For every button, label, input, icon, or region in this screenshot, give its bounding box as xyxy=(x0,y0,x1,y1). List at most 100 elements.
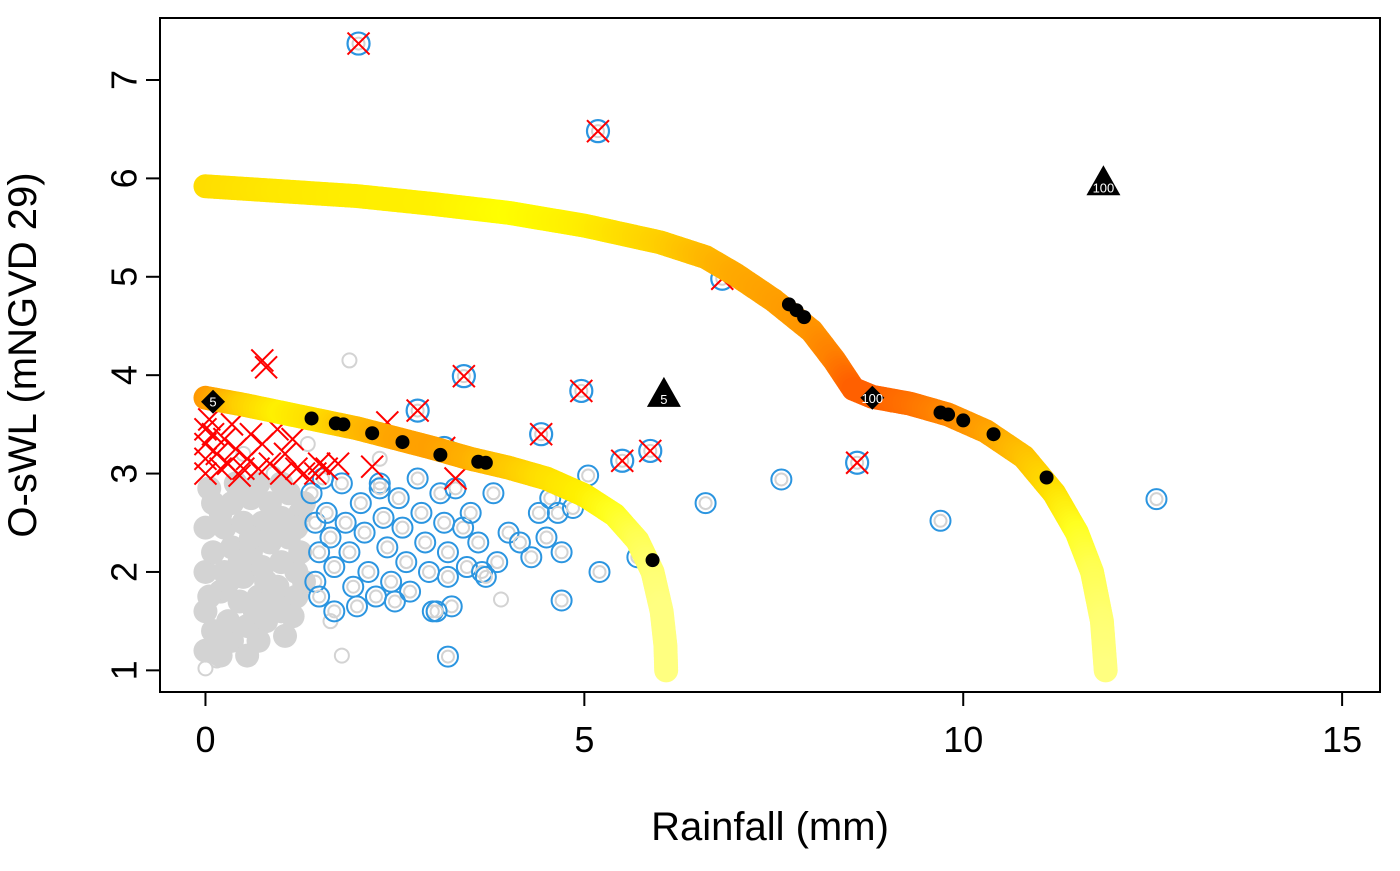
red-x-point xyxy=(212,427,237,451)
triangle-marker xyxy=(646,376,681,407)
blue-x-point-cross xyxy=(845,451,869,475)
blue-point xyxy=(436,565,459,588)
blue-x-point-cross xyxy=(529,422,553,446)
triangle-label: 100 xyxy=(1093,180,1115,195)
blue-point xyxy=(323,600,346,623)
gray-point-dense xyxy=(208,500,233,525)
blue-x-point-circle xyxy=(451,364,476,389)
blue-point xyxy=(455,556,478,579)
blue-point xyxy=(508,531,531,554)
blue-point xyxy=(315,501,338,524)
black-point xyxy=(797,310,812,325)
blue-point xyxy=(486,551,509,574)
blue-point-inner xyxy=(933,513,948,528)
red-x-point xyxy=(360,454,384,479)
blue-point xyxy=(308,541,331,564)
gray-point-dense xyxy=(280,604,305,629)
blue-point-inner xyxy=(698,496,713,511)
blue-x-point-circle xyxy=(610,448,635,473)
blue-x-point-inner xyxy=(590,124,605,139)
gray-point-dense xyxy=(291,569,316,594)
gray-point-dense xyxy=(197,584,222,609)
gray-point xyxy=(299,436,316,453)
red-x-point xyxy=(258,452,282,476)
curve-bead xyxy=(1093,658,1118,683)
blue-point-inner xyxy=(440,545,455,560)
blue-point xyxy=(452,516,475,539)
blue-point-inner xyxy=(350,599,365,614)
blue-point xyxy=(353,521,376,544)
blue-point xyxy=(406,467,429,490)
black-point xyxy=(304,411,319,426)
blue-x-point-circle xyxy=(585,119,611,144)
blue-point-inner xyxy=(334,476,349,491)
blue-x-point-inner xyxy=(643,443,658,458)
blue-point-inner xyxy=(478,569,493,584)
curve-5 xyxy=(193,385,679,683)
blue-point xyxy=(436,541,459,564)
blue-point-inner xyxy=(531,505,546,520)
triangle-label: 5 xyxy=(660,392,667,407)
blue-point-inner xyxy=(346,579,361,594)
gray-point-dense xyxy=(201,540,226,565)
blue-point xyxy=(550,541,573,564)
blue-point-inner xyxy=(501,525,516,540)
blue-point-inner xyxy=(399,555,414,570)
red-x-point xyxy=(269,461,293,486)
blue-point xyxy=(349,492,372,515)
blue-point-inner xyxy=(414,505,429,520)
blue-point xyxy=(357,560,380,583)
blue-point-inner xyxy=(440,649,455,664)
blue-point xyxy=(520,546,543,569)
blue-point-inner xyxy=(327,560,342,575)
blue-point xyxy=(482,482,505,505)
gray-point-dense xyxy=(246,628,271,653)
blue-x-point-cross xyxy=(610,449,634,473)
gray-point-dense xyxy=(257,491,282,516)
blue-x-point-inner xyxy=(850,455,865,470)
gray-point-dense xyxy=(197,476,222,501)
blue-point-inner xyxy=(376,510,391,525)
x-tick-label: 15 xyxy=(1322,719,1362,760)
blue-point-inner xyxy=(403,584,418,599)
blue-point xyxy=(546,501,569,524)
gray-point-dense xyxy=(216,569,241,594)
blue-point xyxy=(308,585,331,608)
blue-x-point-cross xyxy=(405,398,430,423)
blue-point-inner xyxy=(327,604,342,619)
x-tick-label: 0 xyxy=(195,719,215,760)
blue-point xyxy=(368,477,391,500)
red-x-point xyxy=(231,456,256,481)
gray-point-dense xyxy=(291,491,316,516)
blue-point xyxy=(694,492,717,515)
blue-point-inner xyxy=(490,555,505,570)
blue-point-inner xyxy=(554,545,569,560)
blue-x-point-circle xyxy=(845,450,870,475)
plot-area: 5 100 5 100 xyxy=(193,31,1168,683)
blue-point-inner xyxy=(380,540,395,555)
blue-point-inner xyxy=(486,486,501,501)
blue-x-point-circle xyxy=(569,378,594,404)
blue-point-inner xyxy=(410,471,425,486)
blue-point xyxy=(346,595,369,618)
blue-point-inner xyxy=(1149,492,1164,507)
blue-x-point-cross xyxy=(638,439,662,463)
red-x-point xyxy=(292,461,316,486)
y-tick-label: 7 xyxy=(104,70,145,90)
black-point xyxy=(986,427,1001,442)
blue-x-point-cross xyxy=(586,119,610,143)
y-axis-title: O-sWL (mNGVD 29) xyxy=(1,172,45,537)
blue-point-inner xyxy=(338,515,353,530)
red-x-point xyxy=(220,412,244,437)
gray-point-dense xyxy=(227,550,252,575)
blue-point xyxy=(338,541,361,564)
blue-point xyxy=(459,501,482,524)
blue-point xyxy=(323,556,346,579)
blue-point-inner xyxy=(357,525,372,540)
black-point xyxy=(395,435,410,450)
blue-x-point-circle xyxy=(405,398,430,423)
red-x-point xyxy=(250,348,275,373)
y-tick-label: 2 xyxy=(104,562,145,582)
blue-point-inner xyxy=(429,604,444,619)
gray-point-dense xyxy=(273,623,298,648)
